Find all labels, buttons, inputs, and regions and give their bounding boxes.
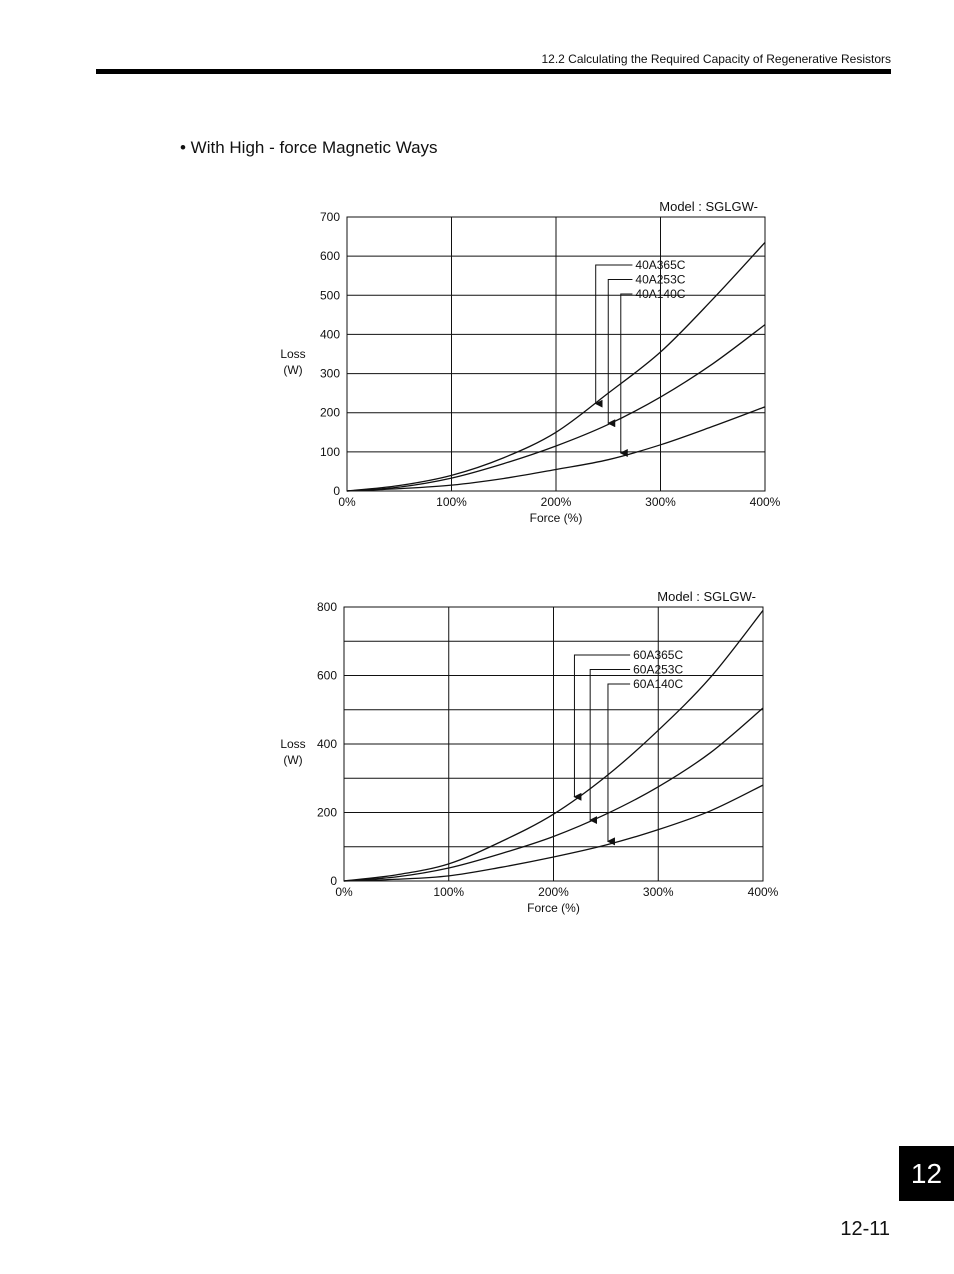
- series-label: 40A253C: [635, 273, 685, 287]
- loss-chart-60a: 0 200 400 600 800 0% 100% 200% 300% 400% Force (%)…: [270, 580, 790, 925]
- running-header: 12.2 Calculating the Required Capacity o…: [541, 52, 891, 66]
- series-leader-arrow: [607, 279, 633, 428]
- loss-chart-40a: 0 100 200 300 400 500 600 700 0% 100% 200% 300% 400%…: [270, 190, 790, 535]
- y-tick-label: 800: [317, 600, 337, 614]
- series-leader-arrow: [619, 293, 633, 457]
- y-tick-label: 200: [320, 406, 340, 420]
- y-axis-label: Loss: [280, 347, 305, 361]
- x-tick-label: 0%: [335, 885, 353, 899]
- y-tick-label: 600: [317, 669, 337, 683]
- y-tick-label: 700: [320, 210, 340, 224]
- series-label: 40A140C: [635, 287, 685, 301]
- x-tick-label: 200%: [538, 885, 569, 899]
- section-title: • With High - force Magnetic Ways: [180, 138, 438, 157]
- series-label: 60A253C: [633, 663, 683, 677]
- y-tick-label: 400: [317, 737, 337, 751]
- y-tick-label: 300: [320, 367, 340, 381]
- y-tick-label: 0: [333, 484, 340, 498]
- series-line-40A140C: [346, 406, 766, 492]
- x-tick-label: 300%: [643, 885, 674, 899]
- chart-title: Model : SGLGW-: [657, 589, 756, 604]
- series-line-40A253C: [346, 324, 766, 492]
- series-label: 60A365C: [633, 648, 683, 662]
- series-label: 60A140C: [633, 677, 683, 691]
- series-line-60A140C: [343, 784, 764, 882]
- series-leader-arrow: [594, 264, 633, 408]
- series-leader-arrow: [606, 683, 631, 846]
- series-leader-arrow: [573, 654, 631, 801]
- x-tick-label: 400%: [750, 495, 781, 509]
- y-tick-label: 600: [320, 249, 340, 263]
- x-tick-label: 0%: [338, 495, 356, 509]
- y-tick-label: 400: [320, 327, 340, 341]
- y-axis-label: Loss: [280, 737, 305, 751]
- series-line-60A365C: [343, 610, 764, 882]
- x-tick-label: 300%: [645, 495, 676, 509]
- chapter-tab[interactable]: 12: [899, 1146, 954, 1201]
- x-axis-label: Force (%): [527, 901, 580, 915]
- y-tick-label: 0: [330, 874, 337, 888]
- y-tick-label: 500: [320, 288, 340, 302]
- chart-title: Model : SGLGW-: [659, 199, 758, 214]
- series-line-60A253C: [343, 707, 764, 882]
- y-axis-label: (W): [283, 753, 302, 767]
- x-tick-label: 200%: [541, 495, 572, 509]
- x-tick-label: 400%: [748, 885, 779, 899]
- series-label: 40A365C: [635, 258, 685, 272]
- x-tick-label: 100%: [436, 495, 467, 509]
- page-number: 12-11: [840, 1218, 890, 1240]
- y-tick-label: 100: [320, 445, 340, 459]
- y-tick-label: 200: [317, 806, 337, 820]
- series-leader-arrow: [589, 669, 631, 825]
- y-axis-label: (W): [283, 363, 302, 377]
- header-rule: [96, 69, 891, 74]
- series-line-40A365C: [346, 242, 766, 492]
- x-axis-label: Force (%): [530, 511, 583, 525]
- x-tick-label: 100%: [433, 885, 464, 899]
